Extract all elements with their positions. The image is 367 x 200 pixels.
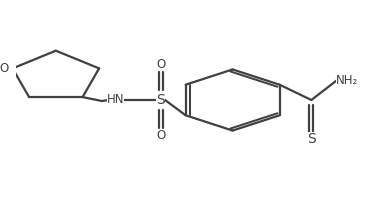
Text: O: O (156, 58, 166, 71)
Text: O: O (0, 62, 8, 75)
Text: O: O (156, 129, 166, 142)
Text: S: S (156, 93, 165, 107)
Text: S: S (307, 132, 316, 146)
Text: HN: HN (106, 93, 124, 106)
Text: NH₂: NH₂ (336, 74, 359, 87)
